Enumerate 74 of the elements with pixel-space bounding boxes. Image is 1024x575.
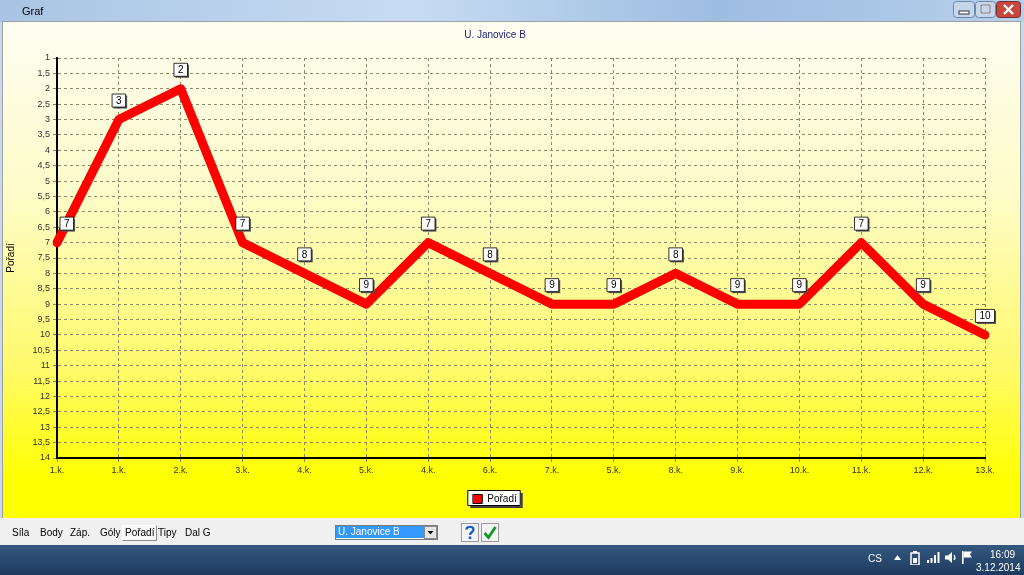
text: Dal G bbox=[185, 527, 211, 539]
text: Body bbox=[40, 527, 63, 539]
y-tick-label: 3,5 bbox=[37, 129, 50, 140]
data-label: 8 bbox=[301, 248, 308, 260]
data-label: 8 bbox=[672, 248, 679, 260]
data-label: 7 bbox=[425, 217, 432, 229]
text: 16:09 bbox=[990, 549, 1016, 561]
x-tick-label: 4.k. bbox=[420, 464, 436, 475]
y-tick-label: 1,5 bbox=[37, 67, 50, 78]
data-label: 7 bbox=[239, 217, 246, 229]
y-tick-label: 3 bbox=[44, 114, 50, 125]
y-tick-label: 12 bbox=[39, 390, 50, 401]
text: Tipy bbox=[158, 527, 177, 539]
y-tick-label: 8 bbox=[44, 267, 50, 278]
x-tick-label: 2.k. bbox=[173, 464, 188, 475]
y-tick-label: 7 bbox=[44, 237, 50, 248]
x-tick-label: 1.k. bbox=[111, 464, 127, 475]
y-tick-label: 1 bbox=[44, 52, 50, 63]
y-tick-label: 6,5 bbox=[37, 221, 50, 232]
y-tick-label: 13 bbox=[39, 421, 50, 432]
text: Záp. bbox=[70, 527, 91, 539]
x-tick-label: 8.k. bbox=[668, 464, 683, 475]
y-tick-label: 8,5 bbox=[37, 283, 50, 294]
x-tick-label: 4.k. bbox=[297, 464, 312, 475]
text: Síla bbox=[12, 527, 30, 539]
y-tick-label: 11 bbox=[40, 360, 50, 371]
y-tick-label: 11,5 bbox=[33, 375, 50, 386]
data-label: 9 bbox=[920, 279, 927, 291]
data-label: 9 bbox=[549, 279, 556, 291]
data-label: 7 bbox=[64, 217, 70, 229]
y-tick-label: 9,5 bbox=[37, 314, 50, 325]
y-axis-title: Pořadí bbox=[4, 243, 16, 273]
text: Góly bbox=[100, 527, 121, 539]
data-label: 9 bbox=[611, 279, 618, 291]
data-label: 9 bbox=[734, 279, 741, 291]
data-label: 8 bbox=[487, 248, 494, 260]
text: 3.12.2014 bbox=[976, 562, 1021, 574]
y-tick-label: 9 bbox=[44, 298, 50, 309]
text: U. Janovice B bbox=[336, 526, 424, 538]
chart-title: U. Janovice B bbox=[464, 28, 527, 40]
y-tick-label: 12,5 bbox=[32, 406, 50, 417]
data-label: 10 bbox=[979, 310, 991, 322]
x-tick-label: 11.k. bbox=[851, 464, 871, 475]
data-label: 9 bbox=[796, 279, 803, 291]
x-tick-label: 9.k. bbox=[730, 464, 745, 475]
y-tick-label: 4,5 bbox=[37, 160, 50, 171]
x-tick-label: 5.k. bbox=[359, 464, 374, 475]
y-tick-label: 2,5 bbox=[37, 98, 50, 109]
data-label: 2 bbox=[177, 64, 184, 76]
text: CS bbox=[868, 553, 882, 565]
y-tick-label: 4 bbox=[44, 144, 50, 155]
x-tick-label: 13.k. bbox=[975, 464, 995, 475]
data-label: 3 bbox=[116, 94, 123, 106]
y-tick-label: 14 bbox=[39, 452, 50, 463]
x-tick-label: 6.k. bbox=[482, 464, 498, 475]
x-tick-label: 5.k. bbox=[606, 464, 622, 475]
x-tick-label: 12.k. bbox=[913, 464, 933, 475]
y-tick-label: 10,5 bbox=[32, 344, 50, 355]
y-tick-label: 2 bbox=[44, 83, 50, 94]
text: Graf bbox=[22, 5, 44, 17]
y-tick-label: 7,5 bbox=[37, 252, 50, 263]
y-tick-label: 13,5 bbox=[32, 437, 50, 448]
x-tick-label: 1.k. bbox=[49, 464, 65, 475]
y-tick-label: 5 bbox=[44, 175, 50, 186]
text: Pořadí bbox=[122, 525, 158, 541]
data-label: 9 bbox=[363, 279, 370, 291]
x-tick-label: 10.k. bbox=[789, 464, 810, 475]
y-tick-label: 6 bbox=[44, 206, 50, 217]
legend-label: Pořadí bbox=[487, 492, 517, 504]
data-label: 7 bbox=[858, 217, 865, 229]
x-tick-label: 7.k. bbox=[544, 464, 560, 475]
y-tick-label: 5,5 bbox=[37, 190, 50, 201]
y-tick-label: 10 bbox=[39, 329, 50, 340]
x-tick-label: 3.k. bbox=[235, 464, 250, 475]
